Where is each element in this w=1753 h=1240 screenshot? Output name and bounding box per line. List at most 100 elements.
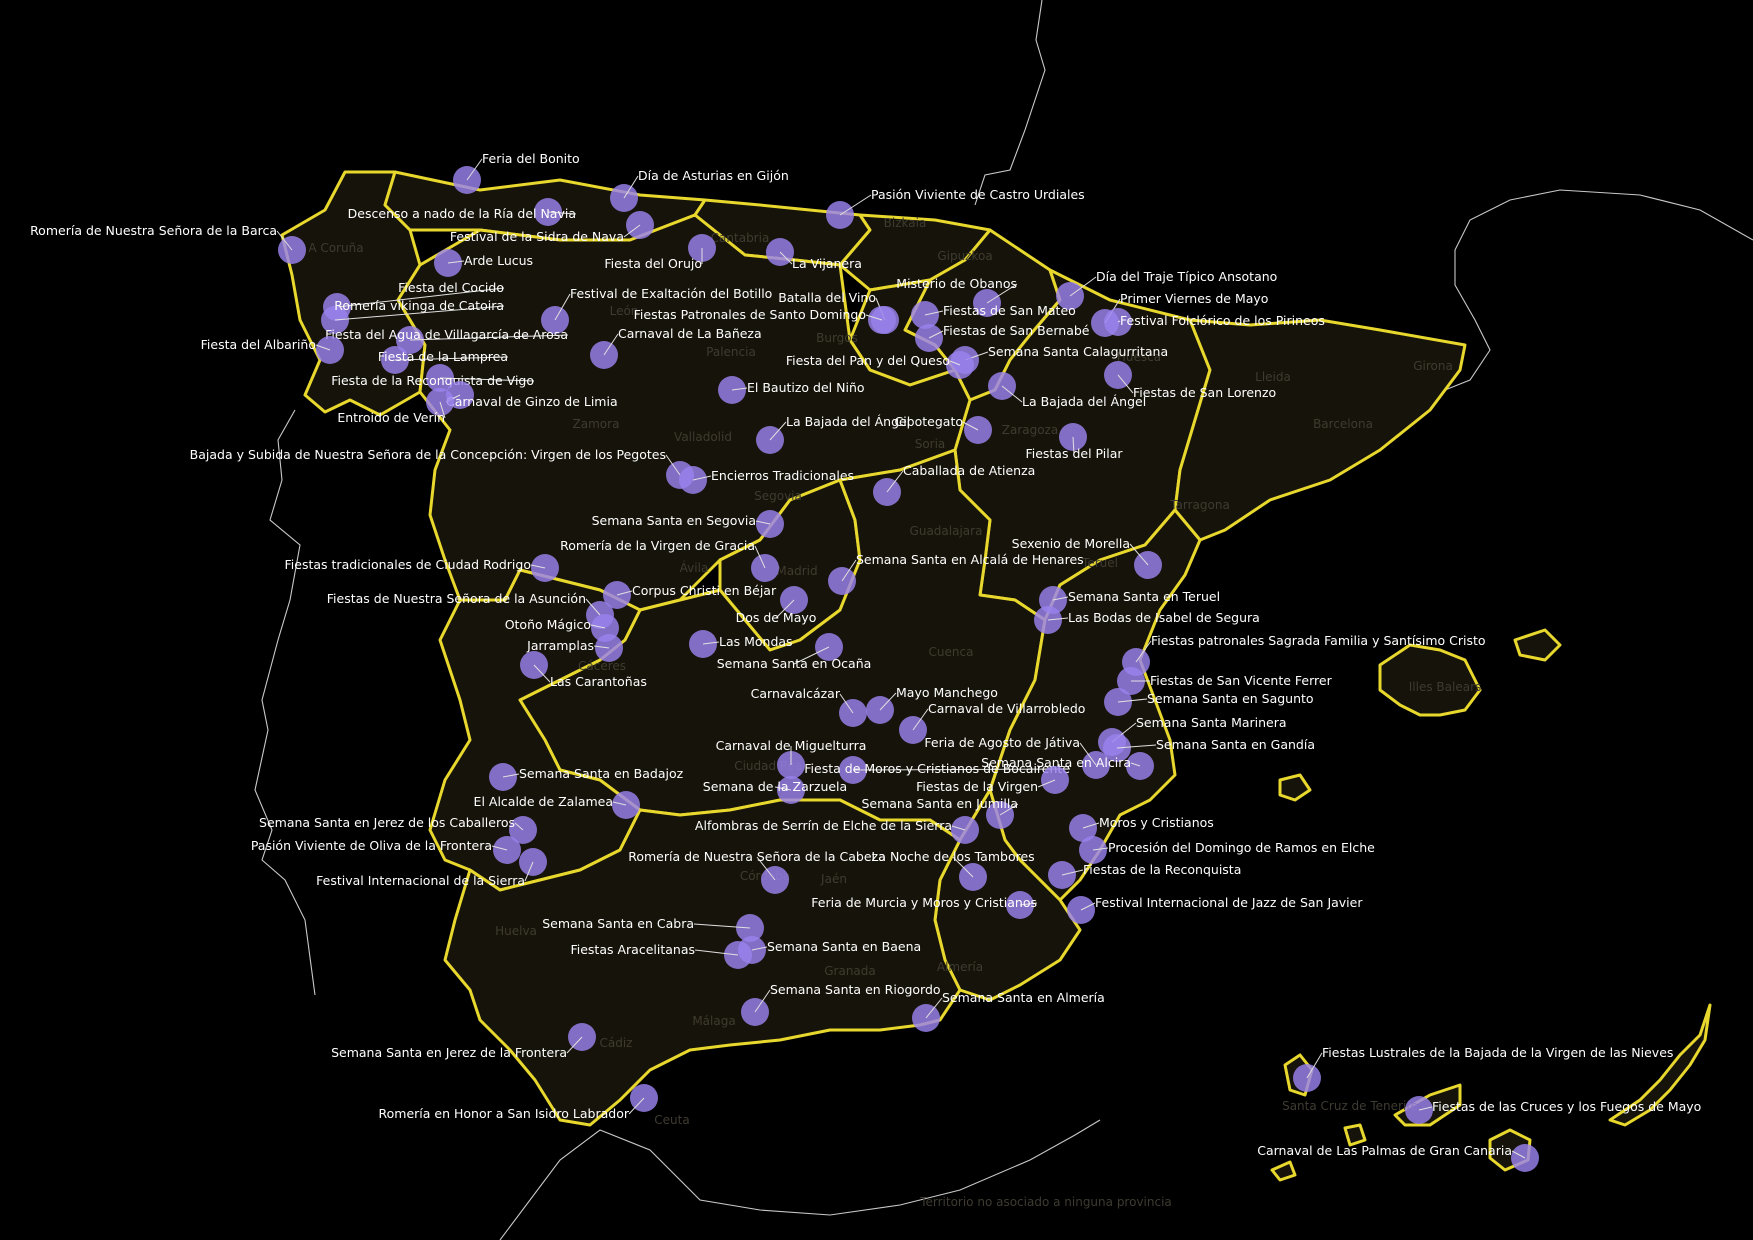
festival-label-dia-del-traje-tipico-ansotano[interactable]: Día del Traje Típico Ansotano [1096,269,1277,284]
festival-label-pasion-viviente-de-oliva-de-la-frontera[interactable]: Pasión Viviente de Oliva de la Frontera [251,838,492,853]
festival-label-semana-santa-en-alcala-de-henares[interactable]: Semana Santa en Alcalá de Henares [856,552,1084,567]
festival-label-entroido-de-verin[interactable]: Entroido de Verín [337,410,445,425]
festival-label-arde-lucus[interactable]: Arde Lucus [464,253,533,268]
festival-label-fiestas-aracelitanas[interactable]: Fiestas Aracelitanas [570,942,695,957]
festival-label-fiesta-del-pan-y-del-queso[interactable]: Fiesta del Pan y del Queso [786,353,950,368]
festival-label-fiestas-de-san-lorenzo[interactable]: Fiestas de San Lorenzo [1133,385,1276,400]
festival-label-otono-magico[interactable]: Otoño Mágico [505,617,591,632]
menorca[interactable] [1513,628,1562,662]
festival-label-semana-santa-en-teruel[interactable]: Semana Santa en Teruel [1068,589,1220,604]
festival-label-semana-santa-en-jumilla[interactable]: Semana Santa en Jumilla [861,796,1018,811]
festival-label-encierros-tradicionales[interactable]: Encierros Tradicionales [711,468,854,483]
festival-label-las-bodas-de-isabel-de-segura[interactable]: Las Bodas de Isabel de Segura [1068,610,1260,625]
festival-label-romeria-de-nuestra-senora-de-la-cabeza[interactable]: Romería de Nuestra Señora de la Cabeza [628,849,886,864]
festival-label-moros-y-cristianos[interactable]: Moros y Cristianos [1099,815,1214,830]
festival-label-caballada-de-atienza[interactable]: Caballada de Atienza [903,463,1035,478]
festival-label-semana-santa-en-almeria[interactable]: Semana Santa en Almería [942,990,1105,1005]
festival-label-el-alcalde-de-zalamea[interactable]: El Alcalde de Zalamea [474,794,613,809]
festival-label-carnaval-de-la-baneza[interactable]: Carnaval de La Bañeza [618,326,762,341]
festival-label-la-bajada-del-angel[interactable]: La Bajada del Ángel [786,414,910,429]
festival-label-descenso-a-nado-de-la-ria-del-navia[interactable]: Descenso a nado de la Ría del Navia [348,206,576,221]
festival-label-romeria-en-honor-a-san-isidro-labrador[interactable]: Romería en Honor a San Isidro Labrador [379,1106,630,1121]
festival-label-fiesta-del-cocido[interactable]: Fiesta del Cocido [398,280,504,295]
festival-label-festival-de-la-sidra-de-nava[interactable]: Festival de la Sidra de Nava [450,229,624,244]
festival-label-las-mondas[interactable]: Las Mondas [719,634,793,649]
festival-label-alfombras-de-serrin-de-elche-de-la-sierra[interactable]: Alfombras de Serrín de Elche de la Sierr… [695,818,952,833]
festival-label-fiestas-de-nuestra-senora-de-la-asuncion[interactable]: Fiestas de Nuestra Señora de la Asunción [327,591,586,606]
festival-label-fiesta-de-moros-y-cristianos-de-bocairente[interactable]: Fiesta de Moros y Cristianos de Bocairen… [804,761,1070,776]
festival-label-dos-de-mayo[interactable]: Dos de Mayo [736,610,817,625]
festival-label-fiestas-de-la-virgen[interactable]: Fiestas de la Virgen [916,779,1038,794]
festival-label-fiesta-del-albarino[interactable]: Fiesta del Albariño [201,337,316,352]
festival-label-la-vijanera[interactable]: La Vijanera [792,256,862,271]
festival-label-cipotegato[interactable]: Cipotegato [894,414,963,429]
festival-label-mayo-manchego[interactable]: Mayo Manchego [896,685,998,700]
festival-label-semana-santa-marinera[interactable]: Semana Santa Marinera [1136,715,1287,730]
festival-label-fiesta-de-la-lamprea[interactable]: Fiesta de la Lamprea [378,349,508,364]
festival-label-semana-santa-en-sagunto[interactable]: Semana Santa en Sagunto [1147,691,1314,706]
ibiza[interactable] [1278,773,1312,802]
festival-label-semana-santa-en-ocana[interactable]: Semana Santa en Ocaña [717,656,872,671]
festival-label-fiestas-patronales-de-santo-domingo[interactable]: Fiestas Patronales de Santo Domingo [634,307,866,322]
festival-label-fiestas-patronales-sagrada-familia-y-santisimo-cristo[interactable]: Fiestas patronales Sagrada Familia y San… [1151,633,1486,648]
festival-label-las-carantonas[interactable]: Las Carantoñas [550,674,647,689]
festival-label-fiestas-de-la-reconquista[interactable]: Fiestas de la Reconquista [1083,862,1241,877]
festival-label-fiestas-lustrales-de-la-bajada-de-la-virgen-de-las-nieves[interactable]: Fiestas Lustrales de la Bajada de la Vir… [1322,1045,1673,1060]
festival-label-carnavalcazar[interactable]: Carnavalcázar [751,686,841,701]
festival-label-feria-de-murcia-y-moros-y-cristianos[interactable]: Feria de Murcia y Moros y Cristianos [811,895,1037,910]
festival-label-feria-de-agosto-de-jativa[interactable]: Feria de Agosto de Játiva [924,735,1080,750]
hierro[interactable] [1270,1160,1297,1182]
festival-label-semana-santa-en-riogordo[interactable]: Semana Santa en Riogordo [770,982,941,997]
festival-label-pasion-viviente-de-castro-urdiales[interactable]: Pasión Viviente de Castro Urdiales [871,187,1085,202]
festival-label-festival-internacional-de-la-sierra[interactable]: Festival Internacional de la Sierra [316,873,525,888]
festival-label-jarramplas[interactable]: Jarramplas [526,638,594,653]
festival-label-semana-santa-en-baena[interactable]: Semana Santa en Baena [767,939,921,954]
festival-label-festival-internacional-de-jazz-de-san-javier[interactable]: Festival Internacional de Jazz de San Ja… [1095,895,1363,910]
festival-label-romeria-vikinga-de-catoira[interactable]: Romería vikinga de Catoira [334,298,504,313]
festival-label-el-bautizo-del-nino[interactable]: El Bautizo del Niño [747,380,865,395]
festival-label-fiestas-de-san-bernabe[interactable]: Fiestas de San Bernabé [943,323,1090,338]
festival-label-semana-santa-en-jerez-de-la-frontera[interactable]: Semana Santa en Jerez de la Frontera [331,1045,567,1060]
catalonia-region[interactable] [1173,318,1467,542]
festival-label-fiestas-de-san-mateo[interactable]: Fiestas de San Mateo [943,303,1076,318]
festival-label-semana-santa-en-jerez-de-los-caballeros[interactable]: Semana Santa en Jerez de los Caballeros [259,815,515,830]
festival-label-bajada-y-subida-de-nuestra-senora-de-la-concepcion-virgen-de-los-pegotes[interactable]: Bajada y Subida de Nuestra Señora de la … [190,447,666,462]
festival-label-fiesta-de-la-reconquista-de-vigo[interactable]: Fiesta de la Reconquista de Vigo [331,373,534,388]
festival-label-carnaval-de-ginzo-de-limia[interactable]: Carnaval de Ginzo de Limia [446,394,618,409]
festival-label-semana-santa-en-gandia[interactable]: Semana Santa en Gandía [1156,737,1315,752]
festival-label-feria-del-bonito[interactable]: Feria del Bonito [482,151,580,166]
festival-label-romeria-de-la-virgen-de-gracia[interactable]: Romería de la Virgen de Gracia [560,538,755,553]
fuerteventura[interactable] [1608,1003,1712,1127]
festival-label-la-noche-de-los-tambores[interactable]: La Noche de los Tambores [871,849,1034,864]
festival-label-batalla-del-vino[interactable]: Batalla del Vino [778,290,876,305]
festival-label-carnaval-de-villarrobledo[interactable]: Carnaval de Villarrobledo [928,701,1085,716]
festival-label-fiesta-del-agua-de-villagarcia-de-arosa[interactable]: Fiesta del Agua de Villagarcía de Arosa [325,327,568,342]
festival-label-festival-folclorico-de-los-pirineos[interactable]: Festival Folclórico de los Pirineos [1120,313,1325,328]
festival-label-sexenio-de-morella[interactable]: Sexenio de Morella [1012,536,1130,551]
festival-leader-line [951,825,966,831]
festival-label-festival-de-exaltacion-del-botillo[interactable]: Festival de Exaltación del Botillo [570,286,772,301]
festival-label-primer-viernes-de-mayo[interactable]: Primer Viernes de Mayo [1120,291,1268,306]
festival-label-fiestas-de-las-cruces-y-los-fuegos-de-mayo[interactable]: Fiestas de las Cruces y los Fuegos de Ma… [1432,1099,1701,1114]
festival-label-carnaval-de-las-palmas-de-gran-canaria[interactable]: Carnaval de Las Palmas de Gran Canaria [1257,1143,1512,1158]
festival-label-la-bajada-del-angel[interactable]: La Bajada del Ángel [1022,394,1146,409]
festival-label-semana-santa-en-badajoz[interactable]: Semana Santa en Badajoz [519,766,684,781]
festival-label-carnaval-de-miguelturra[interactable]: Carnaval de Miguelturra [716,738,867,753]
festival-label-semana-santa-calagurritana[interactable]: Semana Santa Calagurritana [988,344,1168,359]
festival-label-dia-de-asturias-en-gijon[interactable]: Día de Asturias en Gijón [638,168,789,183]
festival-label-semana-de-la-zarzuela[interactable]: Semana de la Zarzuela [703,779,847,794]
festival-label-corpus-christi-en-bejar[interactable]: Corpus Christi en Béjar [632,583,777,598]
festival-label-semana-santa-en-segovia[interactable]: Semana Santa en Segovia [592,513,756,528]
festival-label-romeria-de-nuestra-senora-de-la-barca[interactable]: Romería de Nuestra Señora de la Barca [30,223,277,238]
festival-label-misterio-de-obanos[interactable]: Misterio de Obanos [896,276,1017,291]
festival-label-fiestas-del-pilar[interactable]: Fiestas del Pilar [1025,446,1123,461]
festival-label-fiestas-de-san-vicente-ferrer[interactable]: Fiestas de San Vicente Ferrer [1150,673,1333,688]
festival-label-semana-santa-en-alcira[interactable]: Semana Santa en Alcira [981,755,1131,770]
festival-label-fiesta-del-orujo[interactable]: Fiesta del Orujo [604,256,702,271]
festival-label-procesion-del-domingo-de-ramos-en-elche[interactable]: Procesión del Domingo de Ramos en Elche [1108,840,1375,855]
mallorca[interactable] [1378,643,1482,717]
festival-label-fiestas-tradicionales-de-ciudad-rodrigo[interactable]: Fiestas tradicionales de Ciudad Rodrigo [285,557,531,572]
gomera[interactable] [1343,1123,1367,1147]
festival-label-semana-santa-en-cabra[interactable]: Semana Santa en Cabra [542,916,694,931]
